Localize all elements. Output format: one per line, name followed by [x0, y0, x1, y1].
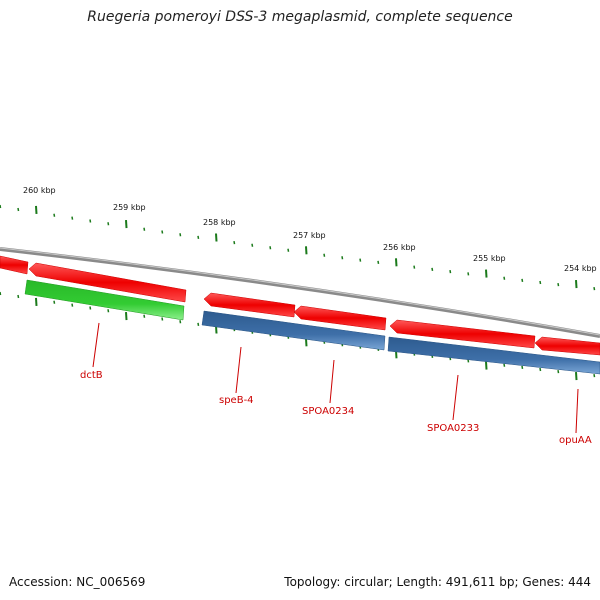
gene-bar-SPOA0233[interactable]	[387, 336, 600, 375]
outer-tick-4	[71, 216, 74, 220]
label-leaders	[92, 322, 579, 434]
outer-tick-2	[35, 205, 38, 214]
outer-tick-23	[413, 265, 416, 269]
outer-tick-29	[521, 278, 524, 283]
scale-label-255kbp: 255 kbp	[473, 254, 506, 263]
inner-tick-7	[125, 312, 128, 321]
leader-opuAA	[575, 388, 579, 434]
outer-tick-9	[161, 230, 164, 234]
outer-tick-13	[233, 240, 236, 245]
inner-tick-17	[305, 338, 308, 347]
inner-tick-28	[503, 363, 506, 367]
inner-tick-1	[17, 294, 20, 299]
gene-arrow-fwd-1[interactable]	[0, 255, 29, 275]
inner-tick-30	[539, 367, 542, 372]
outer-tick-16	[287, 248, 290, 252]
map-title: Ruegeria pomeroyi DSS-3 megaplasmid, com…	[87, 9, 513, 25]
gene-arrow-fwd-2[interactable]	[28, 262, 187, 303]
gene-arrow-fwd-4[interactable]	[293, 305, 387, 331]
scale-label-254kbp: 254 kbp	[564, 264, 597, 273]
inner-tick-4	[71, 303, 74, 307]
inner-tick-29	[521, 365, 524, 370]
outer-tick-25	[449, 269, 452, 274]
forward-strand-genes	[0, 255, 600, 356]
scale-label-260kbp: 260 kbp	[23, 186, 56, 195]
outer-tick-3	[53, 213, 56, 217]
scale-label-257kbp: 257 kbp	[293, 231, 326, 240]
inner-tick-32	[575, 372, 578, 381]
outer-tick-17	[305, 246, 308, 255]
gene-labels: dctB speB-4 SPOA0234 SPOA0233 opuAA	[80, 370, 592, 446]
scale-label-259kbp: 259 kbp	[113, 203, 146, 212]
inner-tick-11	[197, 322, 200, 327]
inner-tick-8	[143, 314, 146, 318]
leader-SPOA0233	[452, 374, 459, 421]
outer-tick-22	[395, 258, 398, 267]
outer-tick-11	[197, 235, 200, 240]
scale-label-256kbp: 256 kbp	[383, 243, 416, 252]
outer-tick-12	[215, 233, 218, 242]
inner-tick-10	[179, 320, 182, 324]
gene-arrow-fwd-3[interactable]	[203, 292, 296, 318]
outer-tick-1	[17, 207, 20, 212]
reverse-strand-genes	[24, 279, 600, 375]
outer-tick-15	[269, 246, 272, 250]
leader-dctB	[92, 322, 100, 368]
outer-tick-6	[107, 222, 110, 226]
gene-label-dctB[interactable]: dctB	[80, 370, 103, 381]
sequence-summary-text: Topology: circular; Length: 491,611 bp; …	[284, 575, 591, 589]
leader-SPOA0234	[329, 359, 335, 404]
outer-tick-5	[89, 219, 92, 223]
gene-arrow-fwd-6[interactable]	[534, 336, 600, 356]
outer-tick-21	[377, 260, 380, 265]
sequence-backbone	[0, 247, 600, 338]
inner-tick-3	[53, 300, 56, 304]
outer-tick-26	[467, 272, 470, 276]
inner-tick-27	[485, 361, 488, 370]
outer-tick-28	[503, 276, 506, 280]
gene-bar-dctB[interactable]	[24, 279, 185, 321]
outer-tick-33	[593, 286, 596, 291]
outer-tick-18	[323, 253, 326, 257]
inner-tick-ring	[0, 291, 596, 381]
gene-label-SPOA0233[interactable]: SPOA0233	[427, 423, 479, 434]
inner-tick-2	[35, 297, 38, 306]
inner-tick-6	[107, 309, 110, 313]
outer-tick-8	[143, 227, 146, 231]
outer-tick-24	[431, 267, 434, 272]
inner-tick-33	[593, 373, 596, 378]
gene-label-SPOA0234[interactable]: SPOA0234	[302, 406, 354, 417]
outer-tick-31	[557, 282, 560, 287]
scale-labels: 260 kbp 259 kbp 258 kbp 257 kbp 256 kbp …	[23, 186, 597, 273]
inner-tick-9	[161, 317, 164, 321]
gene-label-speB-4[interactable]: speB-4	[219, 395, 254, 406]
outer-tick-0	[0, 204, 2, 209]
outer-tick-7	[125, 220, 128, 229]
outer-tick-30	[539, 280, 542, 285]
inner-tick-5	[89, 306, 92, 310]
outer-tick-27	[485, 269, 488, 278]
outer-tick-14	[251, 243, 254, 247]
outer-tick-20	[359, 258, 362, 262]
gene-arrow-fwd-5[interactable]	[389, 319, 536, 349]
outer-tick-19	[341, 256, 344, 260]
leader-speB-4	[235, 346, 242, 394]
outer-tick-32	[575, 280, 578, 289]
gene-label-opuAA[interactable]: opuAA	[559, 435, 592, 446]
inner-tick-31	[557, 369, 560, 374]
sequence-backbone-highlight	[0, 247, 600, 336]
accession-text: Accession: NC_006569	[9, 575, 146, 589]
outer-tick-ring	[0, 204, 596, 291]
scale-label-258kbp: 258 kbp	[203, 218, 236, 227]
inner-tick-0	[0, 291, 2, 296]
outer-tick-10	[179, 233, 182, 237]
gene-bar-speB-4[interactable]	[201, 310, 386, 351]
